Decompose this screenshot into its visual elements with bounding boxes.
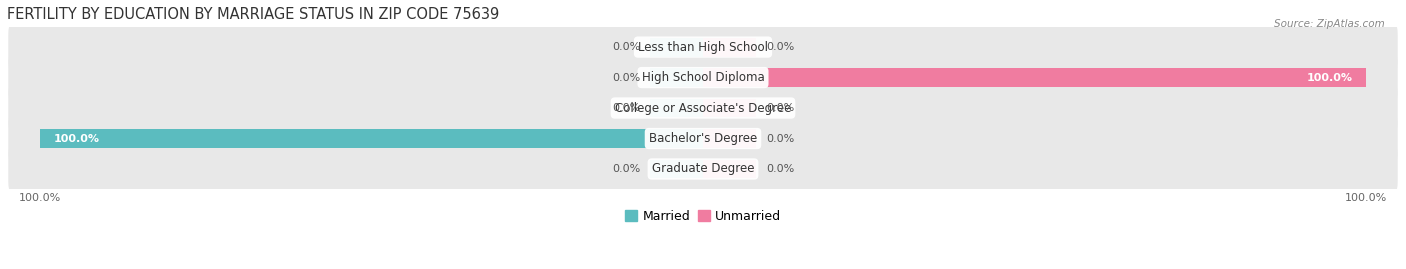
Bar xyxy=(650,160,703,178)
Bar xyxy=(703,129,756,148)
Text: Bachelor's Degree: Bachelor's Degree xyxy=(650,132,756,145)
Text: 0.0%: 0.0% xyxy=(612,73,640,83)
Bar xyxy=(703,98,756,118)
Text: College or Associate's Degree: College or Associate's Degree xyxy=(614,101,792,115)
Text: High School Diploma: High School Diploma xyxy=(641,71,765,84)
Text: Less than High School: Less than High School xyxy=(638,41,768,54)
Text: Graduate Degree: Graduate Degree xyxy=(652,162,754,175)
Text: 100.0%: 100.0% xyxy=(53,133,100,143)
Text: 0.0%: 0.0% xyxy=(766,103,794,113)
Bar xyxy=(703,160,756,178)
Text: 0.0%: 0.0% xyxy=(766,133,794,143)
Bar xyxy=(703,68,1365,87)
FancyBboxPatch shape xyxy=(8,84,1398,132)
Text: 0.0%: 0.0% xyxy=(612,103,640,113)
Text: FERTILITY BY EDUCATION BY MARRIAGE STATUS IN ZIP CODE 75639: FERTILITY BY EDUCATION BY MARRIAGE STATU… xyxy=(7,7,499,22)
FancyBboxPatch shape xyxy=(8,146,1398,192)
Bar xyxy=(650,98,703,118)
FancyBboxPatch shape xyxy=(8,24,1398,70)
Text: 0.0%: 0.0% xyxy=(766,42,794,52)
FancyBboxPatch shape xyxy=(8,115,1398,162)
Legend: Married, Unmarried: Married, Unmarried xyxy=(620,205,786,228)
Text: Source: ZipAtlas.com: Source: ZipAtlas.com xyxy=(1274,19,1385,29)
Bar xyxy=(650,38,703,56)
Text: 0.0%: 0.0% xyxy=(612,42,640,52)
Text: 100.0%: 100.0% xyxy=(1306,73,1353,83)
Text: 0.0%: 0.0% xyxy=(766,164,794,174)
Bar xyxy=(41,129,703,148)
Text: 0.0%: 0.0% xyxy=(612,164,640,174)
Bar xyxy=(650,68,703,87)
FancyBboxPatch shape xyxy=(8,54,1398,101)
Bar xyxy=(703,38,756,56)
